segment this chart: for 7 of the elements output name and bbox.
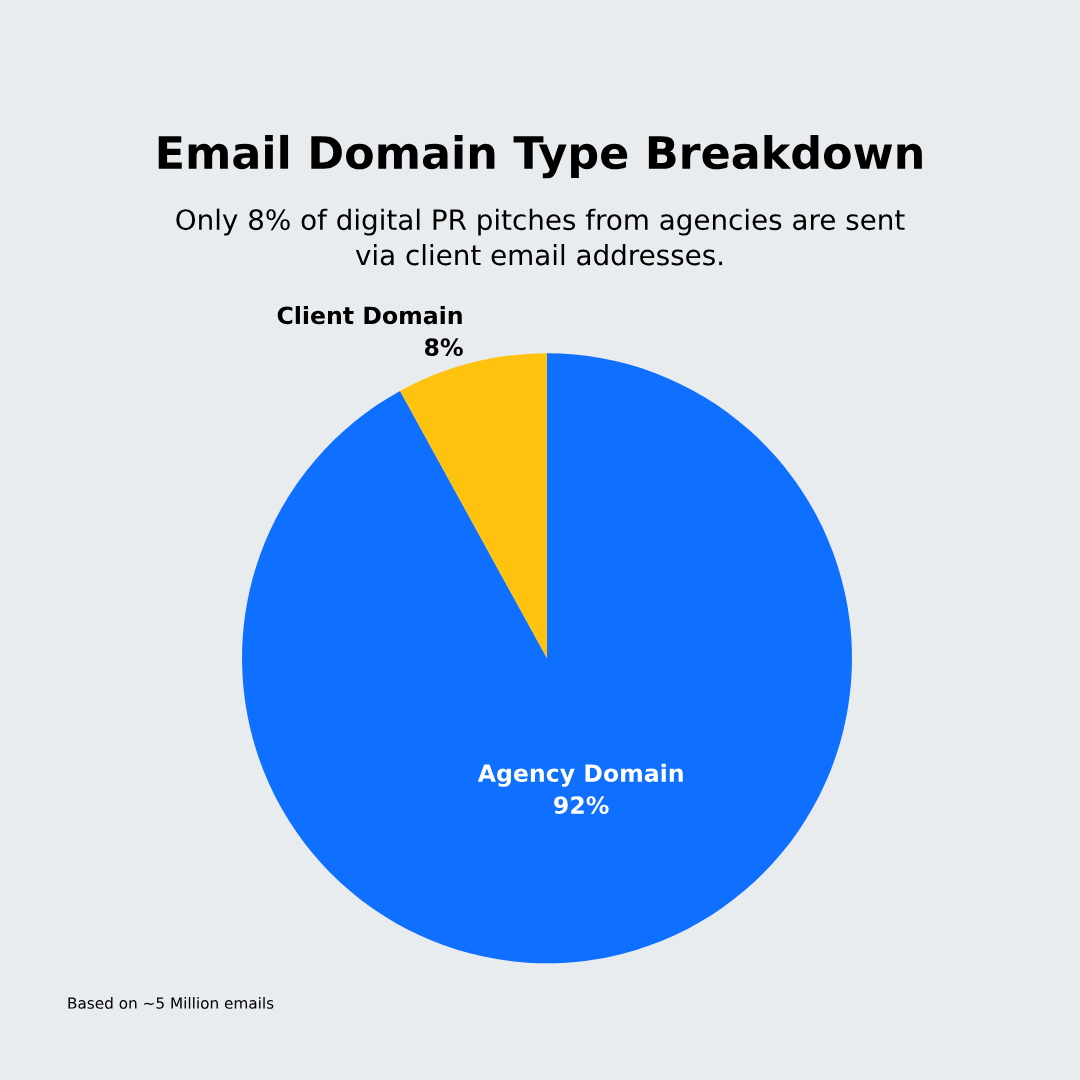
slice-label: Client Domain — [277, 305, 462, 325]
data-label: 92% — [554, 796, 609, 815]
data-label: 8% — [424, 338, 463, 357]
text: Based on ~5 Million emails — [68, 997, 274, 1009]
chart-subtitle: Only 8% of digital PR pitches from agencies are sent via client email addresses. — [176, 208, 905, 266]
slice-label: Agency Domain — [477, 763, 683, 787]
chart-title: Email Domain Type Breakdown — [158, 134, 922, 179]
